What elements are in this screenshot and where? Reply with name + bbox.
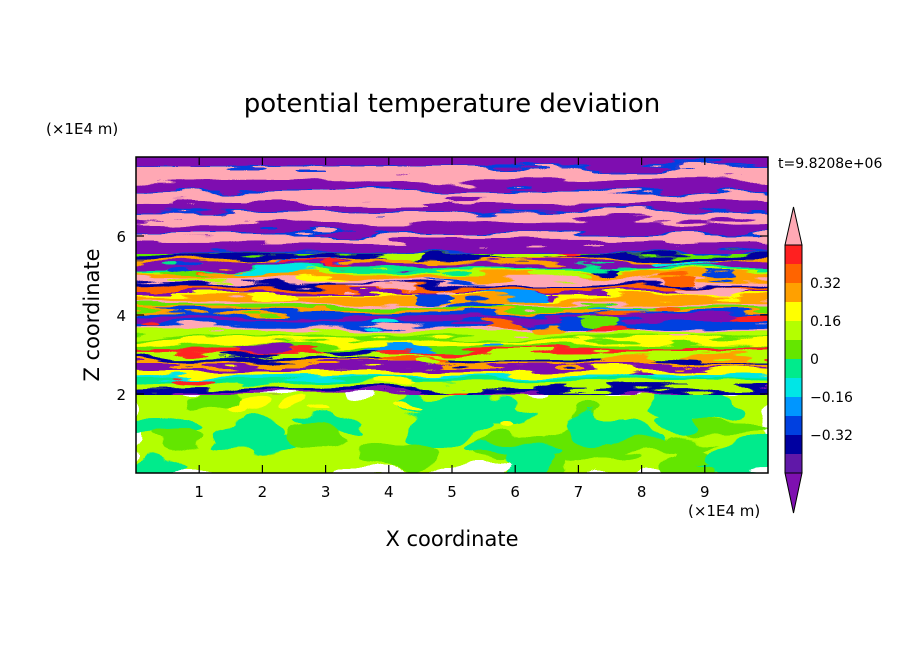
x-tick-label: 9 [700,483,710,501]
colorbar-tick-label: −0.32 [810,428,853,444]
x-tick-label: 5 [447,483,457,501]
colorbar-bin [785,321,802,341]
z-tick-label: 6 [116,228,126,246]
x-unit-label: (×1E4 m) [688,502,760,520]
colorbar-bin [785,359,802,379]
colorbar-under-triangle [784,472,803,514]
contour-field [136,157,768,473]
x-tick-label: 8 [637,483,647,501]
colorbar-bin [785,283,802,303]
colorbar-bin [785,264,802,284]
colorbar-bin [785,435,802,455]
x-tick-label: 1 [194,483,204,501]
x-axis: 1 2 3 4 5 6 7 8 9 [194,157,710,501]
colorbar-frame [784,244,803,474]
middle-layer [136,243,768,395]
colorbar-tick-label: 0 [810,352,819,368]
z-tick-label: 4 [116,307,126,325]
z-axis: 2 4 6 [116,228,768,404]
z-tick-label: 2 [116,386,126,404]
x-tick-label: 3 [321,483,331,501]
colorbar-bin [785,397,802,417]
x-tick-label: 2 [258,483,268,501]
x-tick-label: 6 [510,483,520,501]
z-axis-label: Z coordinate [80,248,104,381]
colorbar-bin [785,378,802,398]
x-tick-label: 7 [574,483,584,501]
colorbar-bin [785,245,802,265]
time-label: t=9.8208e+06 [778,156,882,172]
lower-layer [136,390,768,473]
colorbar-bin [785,416,802,436]
upper-layer [136,157,768,254]
x-axis-label: X coordinate [385,527,518,551]
chart-title: potential temperature deviation [244,89,660,119]
colorbar-bin [785,454,802,474]
colorbar-over-triangle [784,206,803,246]
colorbar-bin [785,340,802,360]
colorbar-tick-label: 0.32 [810,276,841,292]
colorbar: 0.32 0.16 0 −0.16 −0.32 [784,206,853,514]
x-tick-label: 4 [384,483,394,501]
z-unit-label: (×1E4 m) [46,120,118,138]
colorbar-tick-label: −0.16 [810,390,853,406]
colorbar-tick-label: 0.16 [810,314,841,330]
colorbar-bin [785,302,802,322]
